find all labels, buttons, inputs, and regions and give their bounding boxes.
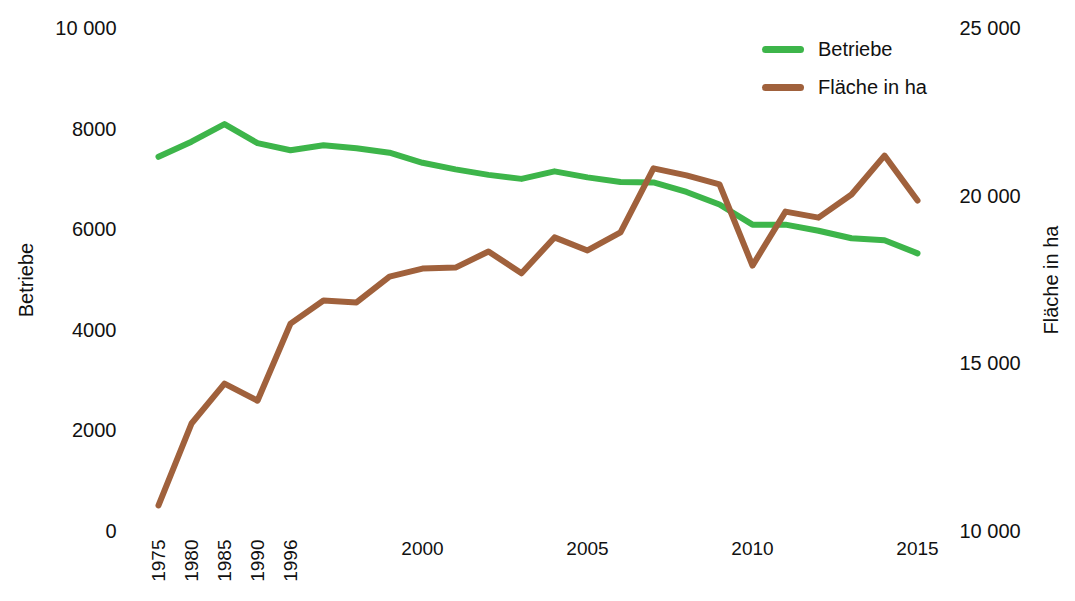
svg-text:1990: 1990 [247, 540, 268, 582]
svg-text:1980: 1980 [181, 540, 202, 582]
svg-text:10 000: 10 000 [960, 520, 1021, 542]
svg-text:2005: 2005 [566, 538, 608, 559]
svg-text:2000: 2000 [401, 538, 443, 559]
svg-text:8000: 8000 [72, 118, 117, 140]
svg-text:1985: 1985 [214, 540, 235, 582]
svg-text:0: 0 [105, 520, 116, 542]
svg-text:20 000: 20 000 [960, 185, 1021, 207]
svg-text:6000: 6000 [72, 218, 117, 240]
html-text:Betriebe: Betriebe [818, 37, 893, 60]
svg-text:15 000: 15 000 [960, 352, 1021, 374]
svg-text:1975: 1975 [148, 540, 169, 582]
svg-text:2000: 2000 [72, 419, 117, 441]
svg-text:25 000: 25 000 [960, 17, 1021, 39]
svg-text:Betriebe: Betriebe [15, 243, 37, 318]
svg-text:2010: 2010 [731, 538, 773, 559]
svg-text:10 000: 10 000 [55, 17, 116, 39]
svg-text:2015: 2015 [896, 538, 938, 559]
svg-text:1996: 1996 [280, 540, 301, 582]
svg-text:4000: 4000 [72, 319, 117, 341]
html-text:Fläche in ha: Fläche in ha [818, 75, 927, 98]
svg-text:Fläche in ha: Fläche in ha [1040, 225, 1062, 335]
